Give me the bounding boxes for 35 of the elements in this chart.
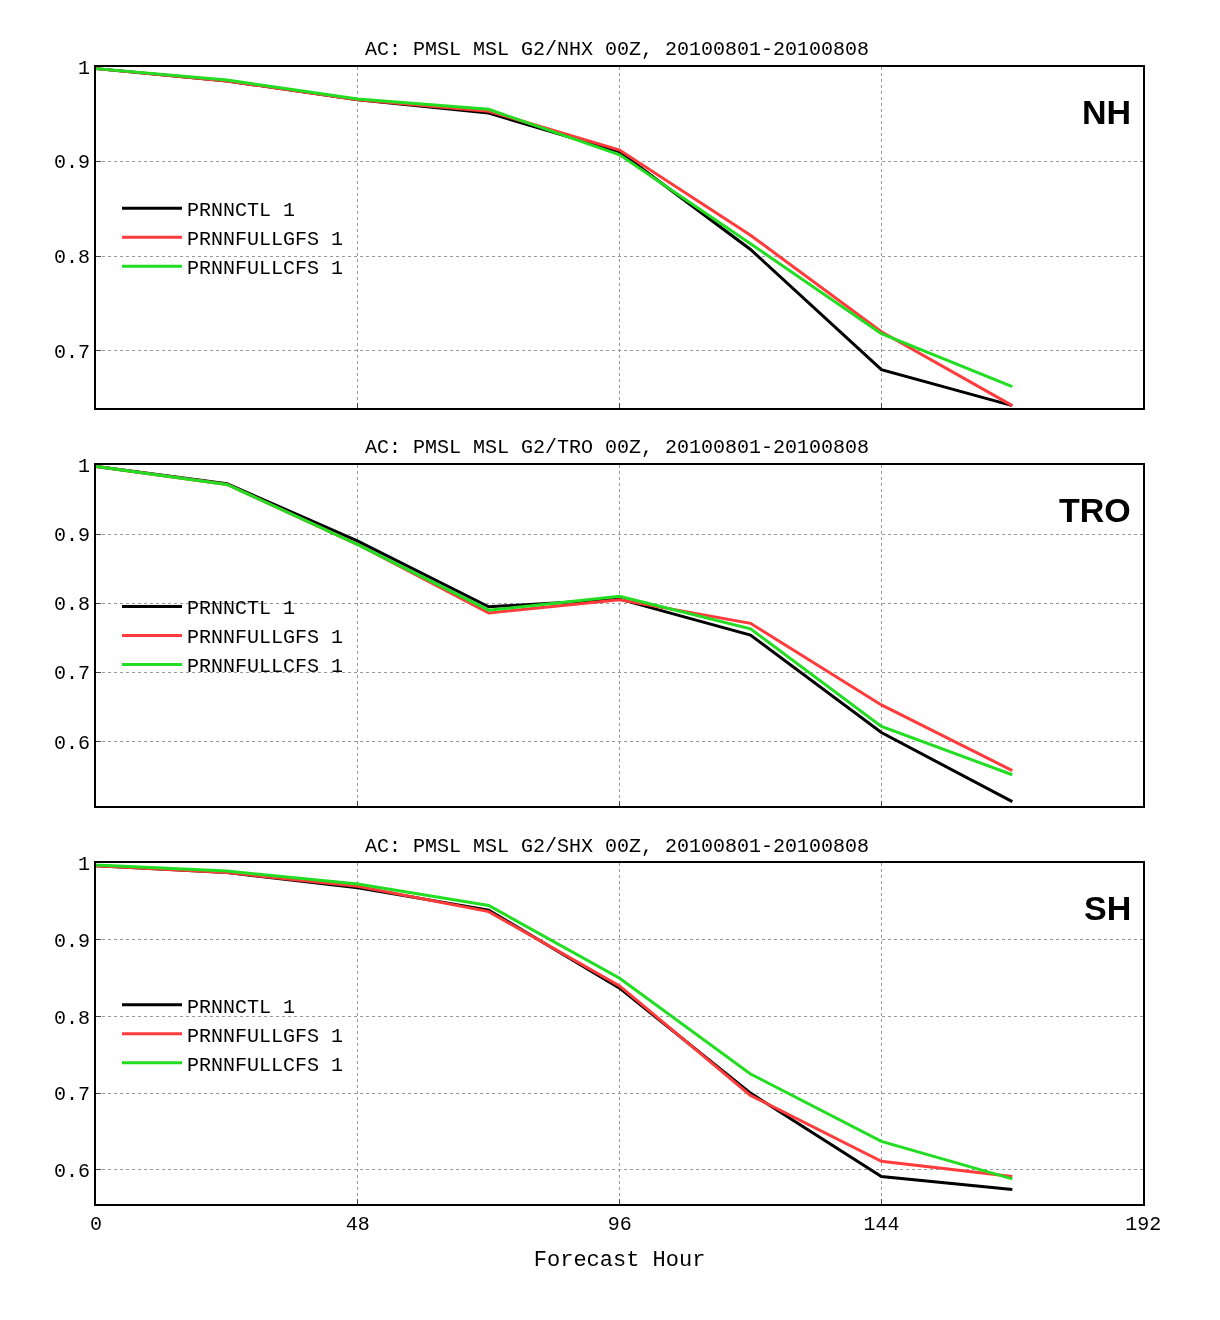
legend-label: PRNNFULLCFS 1	[186, 655, 344, 679]
annotation: NH	[1082, 93, 1132, 131]
x-axis-title: Forecast Hour	[533, 1247, 706, 1273]
legend-label: PRNNFULLGFS 1	[186, 227, 344, 251]
x-tick-label: 144	[863, 1213, 900, 1237]
y-tick-label: 0.8	[54, 1006, 91, 1030]
x-tick-label: 48	[345, 1213, 370, 1237]
y-tick-label: 0.9	[54, 929, 91, 953]
annotation: SH	[1084, 889, 1132, 927]
legend-label: PRNNCTL 1	[186, 995, 296, 1019]
y-tick-label: 0.7	[54, 1083, 91, 1107]
y-tick-label: 0.7	[54, 340, 91, 364]
y-tick-label: 0.8	[54, 593, 91, 617]
y-tick-label: 0.7	[54, 662, 91, 686]
x-tick-label: 96	[607, 1213, 632, 1237]
x-tick-label: 192	[1125, 1213, 1162, 1237]
legend-label: PRNNFULLGFS 1	[186, 1024, 344, 1048]
y-tick-label: 0.9	[54, 151, 91, 175]
chart-title: AC: PMSL MSL G2/SHX 00Z, 20100801-20100808	[365, 835, 870, 858]
annotation: TRO	[1059, 491, 1131, 529]
legend-label: PRNNCTL 1	[186, 597, 296, 621]
legend-label: PRNNFULLCFS 1	[186, 1053, 344, 1077]
y-tick-label: 1	[78, 455, 91, 479]
legend-label: PRNNFULLCFS 1	[186, 256, 344, 280]
legend-label: PRNNCTL 1	[186, 198, 296, 222]
y-tick-label: 1	[78, 853, 91, 877]
x-tick-label: 0	[90, 1213, 103, 1237]
y-tick-label: 0.6	[54, 1159, 91, 1183]
y-tick-label: 0.8	[54, 246, 91, 270]
chart-title: AC: PMSL MSL G2/TRO 00Z, 20100801-20100808	[365, 436, 870, 459]
legend-label: PRNNFULLGFS 1	[186, 626, 344, 650]
y-tick-label: 0.6	[54, 731, 91, 755]
chart-title: AC: PMSL MSL G2/NHX 00Z, 20100801-20100808	[365, 38, 870, 61]
y-tick-label: 1	[78, 56, 91, 80]
y-tick-label: 0.9	[54, 524, 91, 548]
